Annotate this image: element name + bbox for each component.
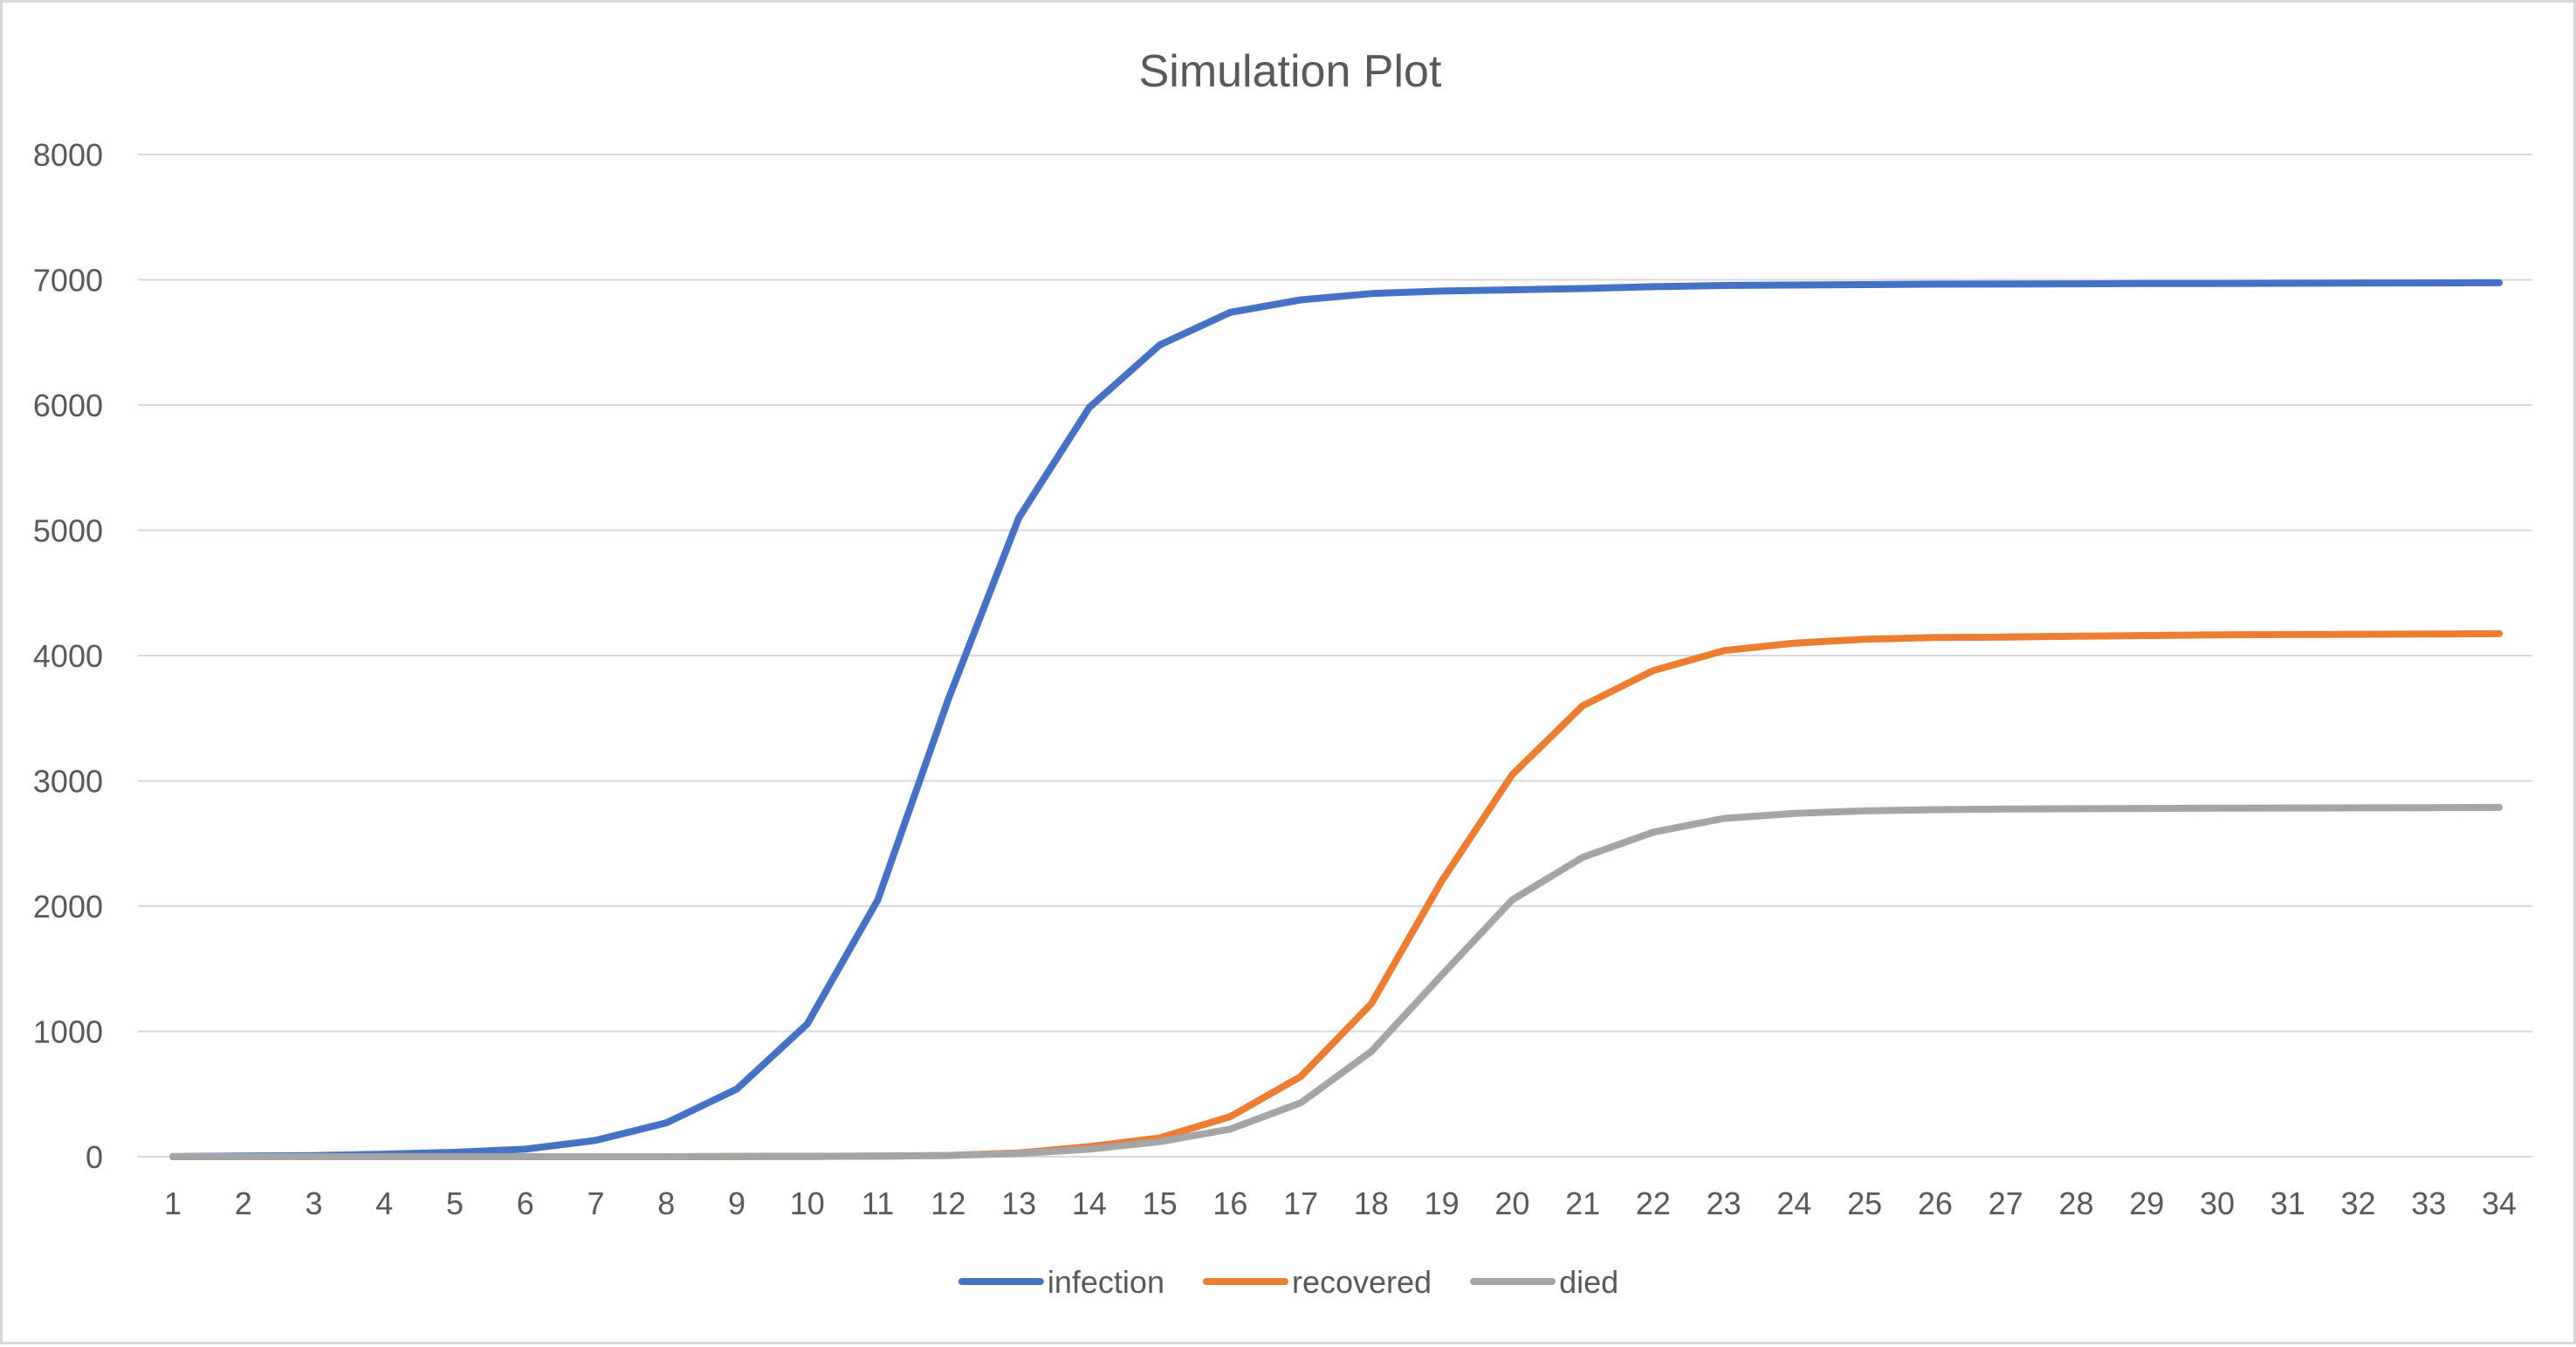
x-tick-label-19: 19 [1425, 1185, 1460, 1221]
y-tick-label-0: 0 [86, 1139, 103, 1175]
x-tick-label-9: 9 [728, 1185, 745, 1221]
chart-svg: Simulation Plot 0 1000 2000 3000 4000 5000 600… [33, 46, 2532, 1300]
x-tick-label-26: 26 [1918, 1185, 1953, 1221]
x-tick-label-5: 5 [446, 1185, 464, 1221]
x-tick-label-21: 21 [1565, 1185, 1600, 1221]
chart-title: Simulation Plot [1139, 46, 1442, 97]
y-tick-label-8000: 8000 [33, 137, 103, 173]
legend: infection recovered died [958, 1264, 1618, 1300]
legend-label-infection: infection [1048, 1264, 1164, 1300]
series-line-died [169, 803, 2503, 1160]
grid-lines [138, 154, 2532, 1158]
x-tick-label-31: 31 [2270, 1185, 2305, 1221]
x-tick-label-28: 28 [2058, 1185, 2093, 1221]
x-tick-label-8: 8 [657, 1185, 675, 1221]
series-line-infection [169, 278, 2503, 1160]
x-tick-label-7: 7 [587, 1185, 605, 1221]
x-tick-label-29: 29 [2129, 1185, 2164, 1221]
x-tick-label-27: 27 [1989, 1185, 2023, 1221]
legend-label-died: died [1559, 1264, 1618, 1300]
x-tick-label-23: 23 [1707, 1185, 1741, 1221]
x-tick-label-18: 18 [1354, 1185, 1389, 1221]
x-tick-label-11: 11 [862, 1185, 894, 1221]
x-tick-label-15: 15 [1143, 1185, 1178, 1221]
x-tick-label-6: 6 [517, 1185, 534, 1221]
x-tick-label-30: 30 [2200, 1185, 2235, 1221]
x-tick-label-32: 32 [2340, 1185, 2375, 1221]
x-tick-label-12: 12 [931, 1185, 965, 1221]
y-tick-label-2000: 2000 [33, 889, 103, 924]
legend-label-recovered: recovered [1292, 1264, 1432, 1300]
series-lines [169, 278, 2503, 1160]
x-tick-label-14: 14 [1072, 1185, 1107, 1221]
x-axis-tick-labels: 1 2 3 4 5 6 7 8 9 10 11 12 13 14 15 16 17 18 19 20 21 22 23 24 2… [164, 1185, 2517, 1221]
x-tick-label-2: 2 [235, 1185, 252, 1221]
x-tick-label-24: 24 [1776, 1185, 1811, 1221]
y-tick-label-5000: 5000 [33, 513, 103, 549]
y-axis-tick-labels: 0 1000 2000 3000 4000 5000 6000 7000 8000 [33, 137, 103, 1175]
x-tick-label-1: 1 [164, 1185, 182, 1221]
y-tick-label-7000: 7000 [33, 263, 103, 299]
x-tick-label-4: 4 [375, 1185, 393, 1221]
x-tick-label-33: 33 [2411, 1185, 2446, 1221]
y-tick-label-3000: 3000 [33, 764, 103, 800]
x-tick-label-20: 20 [1494, 1185, 1529, 1221]
x-tick-label-10: 10 [790, 1185, 825, 1221]
x-tick-label-16: 16 [1212, 1185, 1247, 1221]
x-tick-label-17: 17 [1283, 1185, 1318, 1221]
x-tick-label-13: 13 [1001, 1185, 1036, 1221]
x-tick-label-3: 3 [305, 1185, 322, 1221]
y-tick-label-1000: 1000 [33, 1014, 103, 1050]
y-tick-label-4000: 4000 [33, 638, 103, 674]
x-tick-label-34: 34 [2482, 1185, 2517, 1221]
y-tick-label-6000: 6000 [33, 388, 103, 423]
x-tick-label-22: 22 [1636, 1185, 1671, 1221]
x-tick-label-25: 25 [1847, 1185, 1882, 1221]
